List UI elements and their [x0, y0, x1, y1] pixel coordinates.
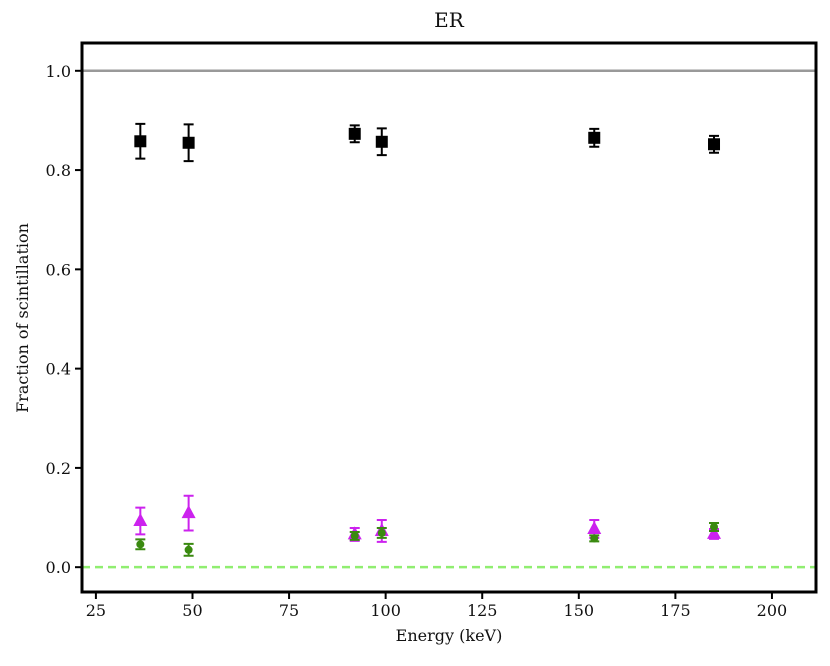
y-axis-label: Fraction of scintillation [13, 223, 32, 413]
triangle-marker [707, 525, 722, 539]
x-tick-label: 25 [86, 601, 106, 620]
x-axis-label: Energy (keV) [396, 626, 503, 645]
square-marker [708, 138, 721, 151]
y-tick-label: 0.4 [46, 360, 71, 379]
triangle-marker [133, 513, 148, 527]
x-tick-label: 75 [279, 601, 299, 620]
y-tick-label: 0.2 [46, 459, 71, 478]
y-tick-label: 1.0 [46, 62, 71, 81]
circle-marker [377, 528, 386, 537]
circle-marker [350, 531, 359, 540]
x-tick-label: 125 [467, 601, 498, 620]
circle-marker [590, 534, 599, 543]
x-tick-label: 175 [660, 601, 691, 620]
square-marker [134, 135, 147, 148]
square-marker [588, 131, 601, 144]
triangle-marker [587, 520, 602, 534]
circle-marker [710, 522, 719, 531]
x-tick-label: 200 [757, 601, 788, 620]
chart-title: ER [434, 8, 465, 32]
triangle-marker [181, 505, 196, 519]
y-tick-label: 0.8 [46, 161, 71, 180]
x-tick-label: 100 [370, 601, 401, 620]
square-marker [348, 127, 361, 140]
y-tick-label: 0.0 [46, 558, 71, 577]
circle-marker [136, 540, 145, 549]
x-tick-label: 50 [182, 601, 202, 620]
square-marker [182, 136, 195, 149]
y-tick-label: 0.6 [46, 260, 71, 279]
square-marker [375, 135, 388, 148]
plot-frame [80, 41, 818, 594]
circle-marker [184, 545, 193, 554]
x-tick-label: 150 [564, 601, 595, 620]
